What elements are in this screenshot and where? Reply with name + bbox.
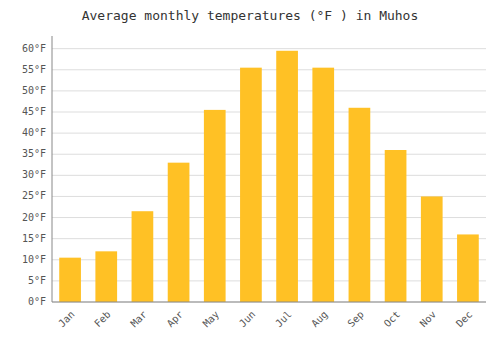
x-tick-label: May xyxy=(201,309,222,330)
x-tick-label: Jul xyxy=(273,309,294,330)
y-ticks: 0°F 5°F 10°F 15°F 20°F 25°F 30°F 35°F 40°F 45°F 50… xyxy=(22,43,46,307)
y-tick-label: 0°F xyxy=(28,296,46,307)
y-tick-label: 55°F xyxy=(22,64,46,75)
bars xyxy=(59,51,479,302)
x-tick-label: Aug xyxy=(309,309,330,330)
x-tick-label: Jun xyxy=(237,309,258,330)
bar xyxy=(240,68,262,302)
grid-line xyxy=(52,302,486,303)
bar xyxy=(421,196,443,302)
x-tick-label: Jan xyxy=(56,309,77,330)
y-grid xyxy=(52,49,486,302)
chart: 0°F 5°F 10°F 15°F 20°F 25°F 30°F 35°F 40°F 45°F 50… xyxy=(0,0,500,350)
x-tick-label: Feb xyxy=(92,309,113,330)
y-tick-label: 40°F xyxy=(22,127,46,138)
y-tick-label: 25°F xyxy=(22,190,46,201)
y-tick-label: 60°F xyxy=(22,43,46,54)
grid-line xyxy=(52,154,486,155)
y-tick-label: 20°F xyxy=(22,212,46,223)
y-axis-line xyxy=(52,36,53,302)
grid-line xyxy=(52,48,486,49)
bar xyxy=(349,108,371,302)
x-tick-label: Dec xyxy=(454,309,475,330)
y-tick-label: 5°F xyxy=(28,275,46,286)
y-tick-label: 50°F xyxy=(22,85,46,96)
y-tick-label: 30°F xyxy=(22,169,46,180)
grid-line xyxy=(52,90,486,91)
bar xyxy=(132,211,154,302)
x-axis-line xyxy=(52,302,486,303)
bar xyxy=(168,163,190,302)
bar xyxy=(276,51,298,302)
grid-line xyxy=(52,133,486,134)
x-tick-label: Mar xyxy=(128,309,149,330)
x-tick-label: Oct xyxy=(382,309,403,330)
x-ticks: Jan Feb Mar Apr May Jun Jul Aug Sep Oct Nov Dec xyxy=(56,309,474,330)
bar xyxy=(59,258,81,302)
title: Average monthly temperatures (°F ) in Mu… xyxy=(82,8,419,23)
bar xyxy=(385,150,407,302)
bar xyxy=(95,251,117,302)
y-tick-label: 45°F xyxy=(22,106,46,117)
x-tick-label: Sep xyxy=(345,309,366,330)
x-tick-label: Nov xyxy=(418,309,439,330)
grid-line xyxy=(52,175,486,176)
bar xyxy=(204,110,226,302)
x-tick-label: Apr xyxy=(165,309,186,330)
y-tick-label: 10°F xyxy=(22,254,46,265)
y-tick-label: 35°F xyxy=(22,148,46,159)
grid-line xyxy=(52,112,486,113)
grid-line xyxy=(52,69,486,70)
bar xyxy=(312,68,334,302)
y-tick-label: 15°F xyxy=(22,233,46,244)
bar xyxy=(457,234,479,302)
